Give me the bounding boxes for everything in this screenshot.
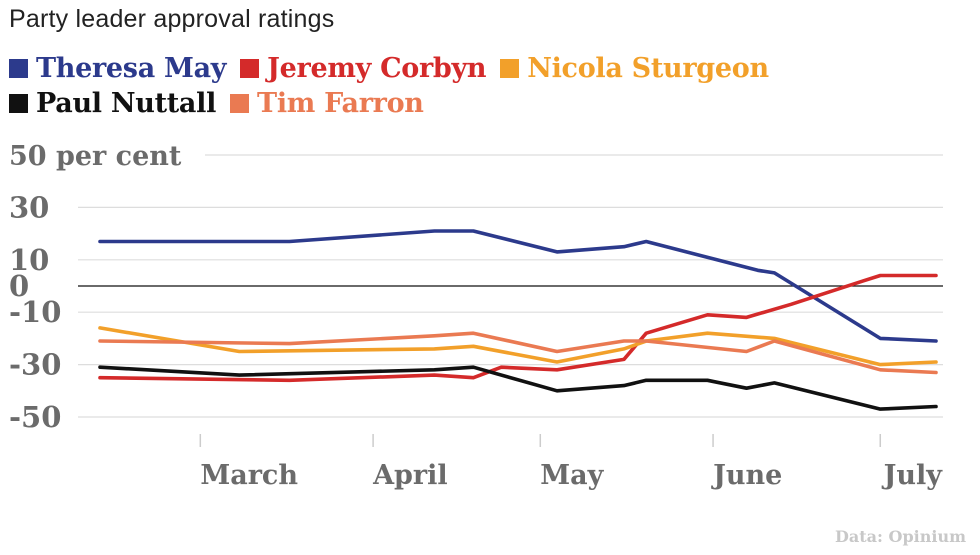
legend-item-theresa-may: Theresa May (9, 53, 226, 84)
legend-swatch-theresa-may (9, 59, 28, 78)
legend-row-2: Paul Nuttall Tim Farron (9, 88, 424, 119)
legend-swatch-tim-farron (230, 94, 250, 113)
y-tick-label-30: 30 (9, 190, 49, 224)
legend-label-tim-farron: Tim Farron (257, 88, 424, 119)
legend-item-paul-nuttall: Paul Nuttall (9, 88, 216, 119)
x-tick-label-june: June (711, 460, 782, 491)
legend-item-jeremy-corbyn: Jeremy Corbyn (240, 53, 487, 84)
legend-label-theresa-may: Theresa May (36, 53, 227, 84)
source-note: Data: Opinium (835, 527, 966, 546)
y-tick-label--50: -50 (9, 400, 61, 434)
legend-swatch-jeremy-corbyn (240, 59, 260, 78)
legend-swatch-nicola-sturgeon (500, 59, 520, 78)
series-line-theresa-may (98, 229, 938, 343)
series-lines (98, 229, 938, 411)
y-tick-label--10: -10 (9, 295, 61, 329)
x-axis-ticks: March April May June July (199, 434, 944, 491)
series-line-tim-farron (98, 331, 938, 375)
axis-labels: 50 per cent 30 100-10 -30 -50 (9, 141, 182, 434)
y-tick-label-0: 0 (9, 269, 29, 303)
legend-swatch-paul-nuttall (9, 94, 28, 113)
chart-title: Party leader approval ratings (9, 5, 335, 33)
y-tick-label-50-per-cent: 50 per cent (9, 141, 182, 172)
x-tick-label-july: July (882, 460, 944, 491)
x-tick-label-april: April (372, 460, 448, 491)
series-line-paul-nuttall (98, 365, 938, 411)
legend-label-jeremy-corbyn: Jeremy Corbyn (267, 53, 487, 84)
y-tick-label--30: -30 (9, 348, 61, 382)
legend-item-tim-farron: Tim Farron (230, 88, 424, 119)
x-tick-label-may: May (540, 460, 604, 491)
legend-label-paul-nuttall: Paul Nuttall (36, 88, 217, 119)
legend-row-1: Theresa May Jeremy Corbyn Nicola Sturgeo… (9, 53, 769, 84)
legend-label-nicola-sturgeon: Nicola Sturgeon (527, 53, 769, 84)
x-tick-label-march: March (200, 460, 298, 491)
legend-item-nicola-sturgeon: Nicola Sturgeon (500, 53, 769, 84)
series-line-nicola-sturgeon (98, 326, 938, 367)
y-tick-label-10: 10 (9, 243, 49, 277)
